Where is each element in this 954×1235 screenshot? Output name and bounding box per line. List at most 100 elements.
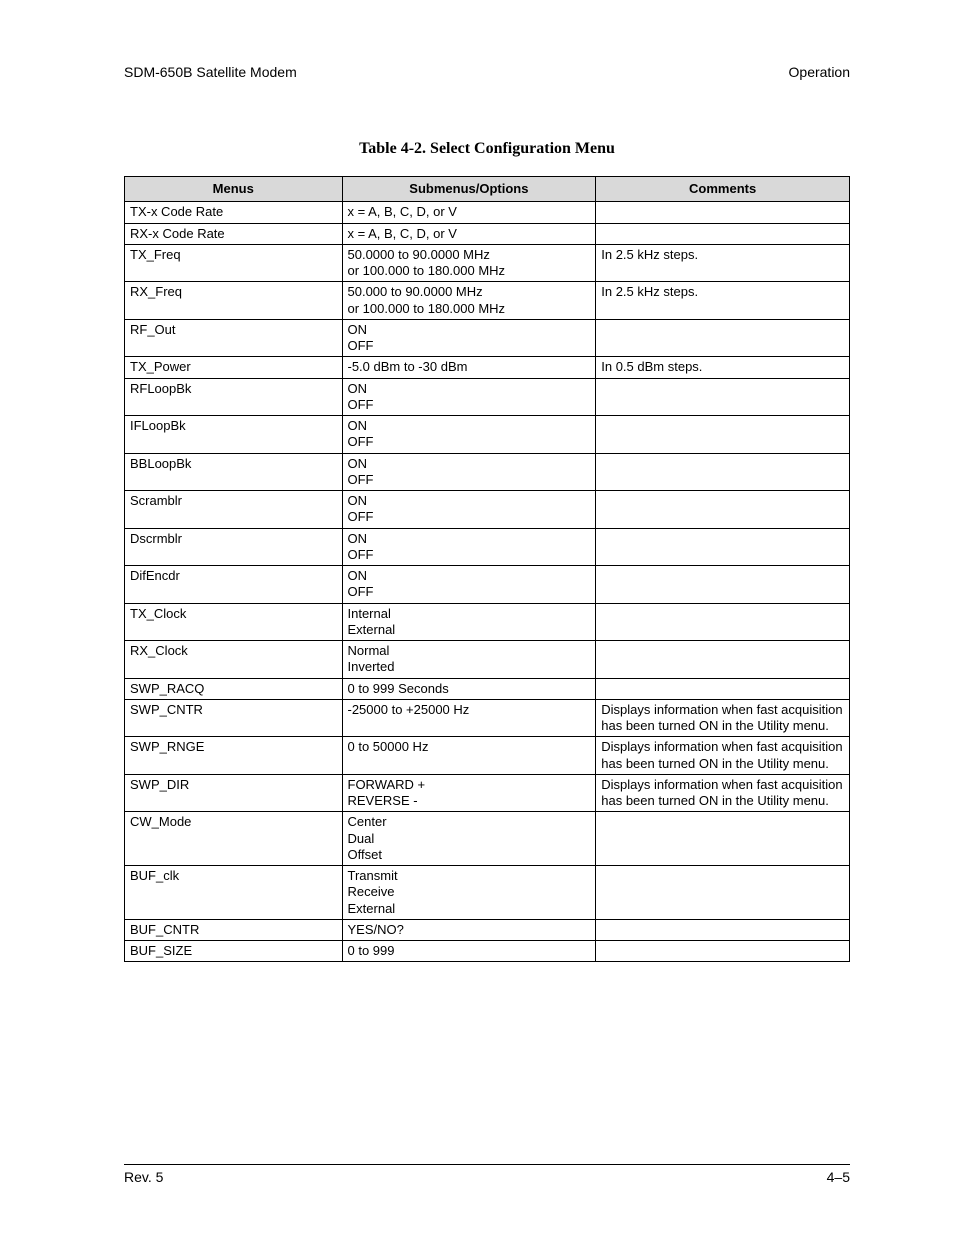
cell-comments: Displays information when fast acquisiti… (596, 699, 850, 737)
cell-options: 0 to 999 Seconds (342, 678, 596, 699)
table-row: RX-x Code Ratex = A, B, C, D, or V (125, 223, 850, 244)
cell-menu: BUF_SIZE (125, 941, 343, 962)
cell-options: ONOFF (342, 491, 596, 529)
cell-menu: SWP_DIR (125, 774, 343, 812)
cell-options: 50.0000 to 90.0000 MHzor 100.000 to 180.… (342, 244, 596, 282)
option-line: ON (348, 418, 591, 434)
option-line: YES/NO? (348, 922, 591, 938)
option-line: External (348, 622, 591, 638)
table-row: RFLoopBkONOFF (125, 378, 850, 416)
cell-comments (596, 378, 850, 416)
option-line: 0 to 50000 Hz (348, 739, 591, 755)
option-line: 0 to 999 (348, 943, 591, 959)
option-line: x = A, B, C, D, or V (348, 204, 591, 220)
comment-line: In 2.5 kHz steps. (601, 284, 844, 300)
option-line: 50.0000 to 90.0000 MHz (348, 247, 591, 263)
table-row: CW_ModeCenterDualOffset (125, 812, 850, 866)
table-row: BUF_CNTRYES/NO? (125, 919, 850, 940)
col-header-menus: Menus (125, 177, 343, 202)
header-right: Operation (789, 64, 850, 80)
table-row: SWP_RNGE0 to 50000 HzDisplays informatio… (125, 737, 850, 775)
option-line: OFF (348, 547, 591, 563)
cell-comments (596, 919, 850, 940)
option-line: OFF (348, 338, 591, 354)
option-line: -5.0 dBm to -30 dBm (348, 359, 591, 375)
option-line: ON (348, 381, 591, 397)
cell-comments: In 2.5 kHz steps. (596, 282, 850, 320)
option-line: OFF (348, 397, 591, 413)
cell-menu: TX-x Code Rate (125, 202, 343, 223)
cell-comments (596, 678, 850, 699)
cell-options: YES/NO? (342, 919, 596, 940)
col-header-comments: Comments (596, 177, 850, 202)
cell-options: x = A, B, C, D, or V (342, 223, 596, 244)
table-row: ScramblrONOFF (125, 491, 850, 529)
cell-options: NormalInverted (342, 641, 596, 679)
cell-options: ONOFF (342, 528, 596, 566)
table-header-row: Menus Submenus/Options Comments (125, 177, 850, 202)
cell-comments: In 2.5 kHz steps. (596, 244, 850, 282)
table-row: RF_OutONOFF (125, 319, 850, 357)
option-line: REVERSE - (348, 793, 591, 809)
col-header-submenus: Submenus/Options (342, 177, 596, 202)
cell-menu: TX_Freq (125, 244, 343, 282)
option-line: Receive (348, 884, 591, 900)
footer-right: 4–5 (827, 1169, 850, 1185)
cell-menu: TX_Clock (125, 603, 343, 641)
config-table: Menus Submenus/Options Comments TX-x Cod… (124, 176, 850, 962)
cell-comments (596, 603, 850, 641)
table-row: TX_Freq50.0000 to 90.0000 MHzor 100.000 … (125, 244, 850, 282)
table-row: BBLoopBkONOFF (125, 453, 850, 491)
cell-options: 0 to 999 (342, 941, 596, 962)
cell-comments (596, 941, 850, 962)
cell-menu: Scramblr (125, 491, 343, 529)
table-row: SWP_RACQ0 to 999 Seconds (125, 678, 850, 699)
cell-options: ONOFF (342, 319, 596, 357)
comment-line: In 2.5 kHz steps. (601, 247, 844, 263)
cell-comments (596, 812, 850, 866)
cell-options: ONOFF (342, 566, 596, 604)
option-line: External (348, 901, 591, 917)
table-row: BUF_SIZE 0 to 999 (125, 941, 850, 962)
option-line: Center (348, 814, 591, 830)
table-row: TX_Power-5.0 dBm to -30 dBmIn 0.5 dBm st… (125, 357, 850, 378)
option-line: OFF (348, 509, 591, 525)
option-line: OFF (348, 584, 591, 600)
footer-left: Rev. 5 (124, 1169, 163, 1185)
cell-menu: RFLoopBk (125, 378, 343, 416)
option-line: Dual (348, 831, 591, 847)
comment-line: In 0.5 dBm steps. (601, 359, 844, 375)
cell-comments (596, 491, 850, 529)
cell-menu: RX_Clock (125, 641, 343, 679)
option-line: ON (348, 322, 591, 338)
cell-comments (596, 223, 850, 244)
option-line: OFF (348, 434, 591, 450)
option-line: FORWARD + (348, 777, 591, 793)
table-row: RX_ClockNormalInverted (125, 641, 850, 679)
cell-comments: In 0.5 dBm steps. (596, 357, 850, 378)
table-row: IFLoopBkONOFF (125, 416, 850, 454)
page-footer: Rev. 5 4–5 (124, 1164, 850, 1185)
table-row: TX_ClockInternalExternal (125, 603, 850, 641)
option-line: 50.000 to 90.0000 MHz (348, 284, 591, 300)
table-row: DscrmblrONOFF (125, 528, 850, 566)
table-title: Table 4-2. Select Configuration Menu (124, 140, 850, 158)
table-row: TX-x Code Rate x = A, B, C, D, or V (125, 202, 850, 223)
cell-options: ONOFF (342, 378, 596, 416)
cell-menu: SWP_RNGE (125, 737, 343, 775)
option-line: or 100.000 to 180.000 MHz (348, 301, 591, 317)
cell-menu: RF_Out (125, 319, 343, 357)
cell-menu: BBLoopBk (125, 453, 343, 491)
cell-comments (596, 453, 850, 491)
comment-line: Displays information when fast acquisiti… (601, 702, 844, 735)
table-row: BUF_clkTransmitReceiveExternal (125, 866, 850, 920)
comment-line: Displays information when fast acquisiti… (601, 777, 844, 810)
cell-menu: BUF_clk (125, 866, 343, 920)
page: SDM-650B Satellite Modem Operation Table… (0, 0, 954, 1235)
cell-comments (596, 416, 850, 454)
cell-comments (596, 641, 850, 679)
table-row: RX_Freq50.000 to 90.0000 MHzor 100.000 t… (125, 282, 850, 320)
option-line: Inverted (348, 659, 591, 675)
option-line: 0 to 999 Seconds (348, 681, 591, 697)
option-line: Normal (348, 643, 591, 659)
